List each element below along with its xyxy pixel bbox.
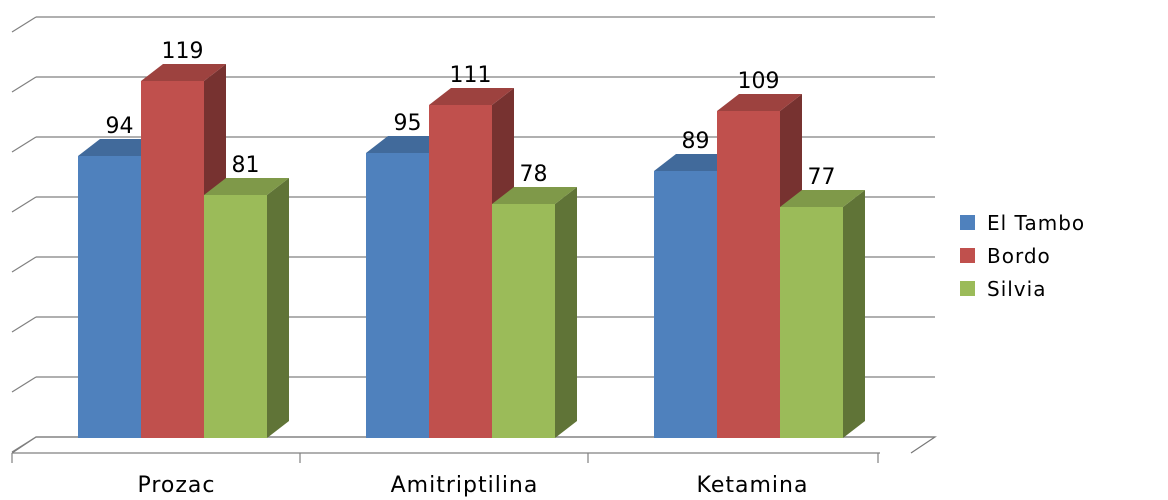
side-wall-tick [11, 196, 37, 213]
bar-bordo-prozac [141, 81, 204, 438]
side-wall-tick [11, 256, 37, 273]
bar-side [843, 190, 865, 438]
category-label: Prozac [137, 473, 215, 498]
bar-silvia-amitriptilina [492, 204, 555, 438]
legend-swatch [960, 248, 975, 263]
legend-label: Bordo [987, 243, 1051, 268]
side-wall-tick [11, 316, 37, 333]
data-label: 94 [106, 114, 134, 139]
bar-top [492, 187, 577, 204]
data-label: 77 [808, 165, 836, 190]
bars [78, 64, 865, 438]
category-label: Ketamina [697, 473, 809, 498]
side-wall-tick [11, 136, 37, 153]
side-wall-tick [11, 376, 37, 393]
bar-silvia-prozac [204, 195, 267, 438]
bar-top [717, 94, 802, 111]
legend-swatch [960, 215, 975, 230]
legend-item: Bordo [960, 239, 1085, 272]
data-labels: 94 119 81 95 111 78 89 109 77 [106, 39, 836, 190]
chart-floor [11, 436, 937, 454]
side-wall-tick [11, 436, 37, 453]
legend-label: El Tambo [987, 210, 1086, 235]
legend-item: Silvia [960, 272, 1085, 305]
legend-item: El Tambo [960, 206, 1085, 239]
bar-side [555, 187, 577, 438]
side-wall-tick [11, 16, 37, 33]
data-label: 78 [520, 162, 548, 187]
bar-top [141, 64, 226, 81]
chart-walls [11, 436, 937, 454]
data-label: 81 [232, 153, 260, 178]
bar-el-tambo-prozac [78, 156, 141, 438]
side-wall-tick [11, 76, 37, 93]
data-label: 89 [682, 129, 710, 154]
bar-bordo-amitriptilina [429, 105, 492, 438]
category-label: Amitriptilina [391, 473, 539, 498]
bar-side [267, 178, 289, 438]
legend-swatch [960, 281, 975, 296]
data-label: 111 [450, 63, 492, 88]
bar-el-tambo-ketamina [654, 171, 717, 438]
legend-label: Silvia [987, 276, 1047, 301]
category-labels: Prozac Amitriptilina Ketamina [137, 473, 809, 498]
data-label: 109 [738, 69, 780, 94]
bar-silvia-ketamina [780, 207, 843, 438]
bar-top [780, 190, 865, 207]
bar-el-tambo-amitriptilina [366, 153, 429, 438]
bar-top [204, 178, 289, 195]
data-label: 95 [394, 111, 422, 136]
bar-top [429, 88, 514, 105]
bar-bordo-ketamina [717, 111, 780, 438]
data-label: 119 [162, 39, 204, 64]
legend: El Tambo Bordo Silvia [960, 206, 1085, 305]
